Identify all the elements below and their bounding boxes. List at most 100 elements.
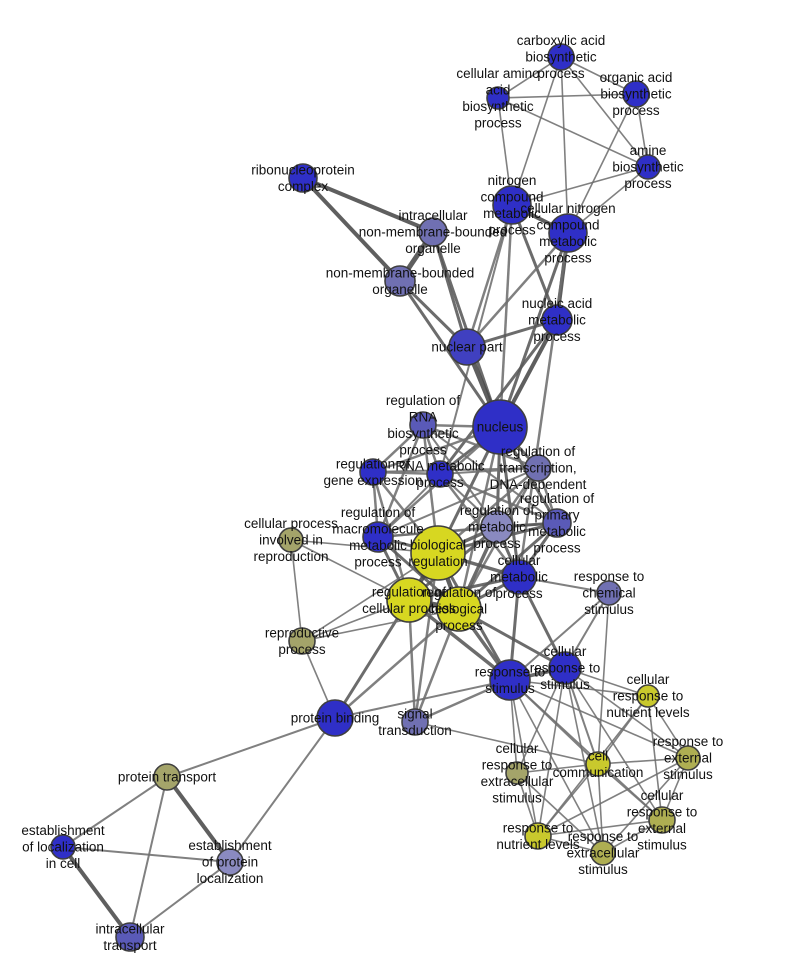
node-amine-biosynthetic-process[interactable] [635, 154, 661, 180]
node-intracellular-non-membrane-bounded-organelle[interactable] [418, 217, 448, 247]
node-protein-transport[interactable] [153, 763, 181, 791]
node-nuclear-part[interactable] [448, 328, 486, 366]
edge-cellular-response-to-stimulus--response-to-external-stimulus [564, 667, 689, 759]
edge-ribonucleoprotein-complex--intracellular-non-membrane-bounded-organelle [302, 176, 434, 234]
edge-protein-binding--response-to-stimulus [334, 679, 511, 719]
node-carboxylic-acid-biosynthetic-process[interactable] [547, 43, 575, 71]
edge-layer [61, 56, 689, 939]
edge-protein-binding--protein-transport [166, 717, 336, 778]
label-intracellular-non-membrane-bounded-organelle: intracellular non-membrane-bounded organel… [359, 208, 508, 256]
node-regulation-of-metabolic-process[interactable] [480, 510, 514, 544]
node-cellular-nitrogen-compound-metabolic-process[interactable] [548, 213, 588, 253]
edge-response-to-stimulus--response-to-external-stimulus [509, 679, 689, 759]
node-response-to-extracellular-stimulus[interactable] [590, 840, 616, 866]
node-nucleic-acid-metabolic-process[interactable] [541, 304, 573, 336]
edge-cell-communication--response-to-nutrient-levels [537, 763, 599, 837]
label-establishment-of-localization-in-cell: establishment of localization in cell [21, 823, 105, 871]
edge-response-to-external-stimulus--cell-communication [597, 757, 689, 765]
label-nitrogen-compound-metabolic-process: nitrogen compound metabolic process [480, 173, 543, 238]
edge-regulation-of-biological-process--protein-binding [334, 608, 460, 719]
edge-cell-communication--cellular-response-to-extracellular-stimulus [516, 763, 599, 774]
node-regulation-of-cellular-process[interactable] [386, 577, 432, 623]
node-establishment-of-protein-localization[interactable] [216, 848, 244, 876]
edge-response-to-stimulus--cellular-response-to-external-stimulus [509, 679, 663, 821]
label-cell-communication: cell communication [553, 748, 644, 780]
edge-regulation-of-transcription-dna-dependent--regulation-of-macromolecule-metabolic-process [377, 467, 539, 538]
node-ribonucleoprotein-complex[interactable] [288, 163, 318, 193]
label-regulation-of-primary-metabolic-process: regulation of primary metabolic process [520, 491, 595, 556]
node-biological-regulation[interactable] [410, 525, 466, 581]
label-response-to-extracellular-stimulus: response to extracellular stimulus [567, 829, 640, 877]
label-organic-acid-biosynthetic-process: organic acid biosynthetic process [600, 70, 673, 118]
node-cellular-response-to-nutrient-levels[interactable] [636, 684, 660, 708]
edge-response-to-chemical-stimulus--response-to-stimulus [509, 592, 610, 681]
label-ribonucleoprotein-complex: ribonucleoprotein complex [251, 162, 355, 194]
node-cellular-metabolic-process[interactable] [501, 559, 537, 595]
edge-rna-metabolic-process--regulation-of-primary-metabolic-process [439, 472, 558, 525]
label-regulation-of-rna-biosynthetic-process: regulation of RNA biosynthetic process [386, 393, 461, 458]
label-carboxylic-acid-biosynthetic-process: carboxylic acid biosynthetic process [517, 33, 606, 81]
edge-protein-transport--intracellular-transport [129, 776, 168, 938]
label-cellular-amino-acid-biosynthetic-process: cellular amino acid biosynthetic process [456, 66, 539, 131]
node-establishment-of-localization-in-cell[interactable] [50, 834, 76, 860]
node-nucleus[interactable] [472, 399, 528, 455]
node-protein-binding[interactable] [316, 699, 354, 737]
edge-regulation-of-cellular-process--protein-binding [333, 599, 411, 719]
edge-rna-metabolic-process--cellular-metabolic-process [439, 473, 520, 578]
label-nuclear-part: nuclear part [431, 340, 503, 355]
edge-protein-transport--establishment-of-protein-localization [165, 775, 232, 864]
label-rna-metabolic-process: RNA metabolic process [395, 458, 485, 490]
node-cellular-response-to-external-stimulus[interactable] [648, 806, 676, 834]
node-layer [50, 43, 701, 952]
node-rna-metabolic-process[interactable] [426, 460, 454, 488]
label-regulation-of-gene-expression: regulation of gene expression [323, 456, 422, 488]
node-regulation-of-primary-metabolic-process[interactable] [542, 508, 572, 538]
label-non-membrane-bounded-organelle: non-membrane-bounded organelle [326, 265, 475, 297]
edge-cellular-amino-acid-biosynthetic-process--amine-biosynthetic-process [497, 97, 649, 168]
node-reproductive-process[interactable] [288, 627, 316, 655]
label-regulation-of-macromolecule-metabolic-process: regulation of macromolecule metabolic proce… [332, 505, 424, 570]
label-cellular-response-to-stimulus: cellular response to stimulus [530, 644, 601, 692]
node-organic-acid-biosynthetic-process[interactable] [622, 80, 650, 108]
node-signal-transduction[interactable] [401, 708, 429, 736]
label-response-to-chemical-stimulus: response to chemical stimulus [574, 569, 645, 617]
node-response-to-external-stimulus[interactable] [675, 745, 701, 771]
node-intracellular-transport[interactable] [115, 922, 145, 952]
edge-regulation-of-transcription-dna-dependent--rna-metabolic-process [439, 467, 539, 475]
node-nitrogen-compound-metabolic-process[interactable] [492, 185, 532, 225]
node-regulation-of-rna-biosynthetic-process[interactable] [409, 411, 437, 439]
label-regulation-of-metabolic-process: regulation of metabolic process [460, 503, 535, 551]
node-response-to-nutrient-levels[interactable] [524, 822, 552, 850]
edge-cellular-response-to-stimulus--cell-communication [564, 667, 599, 765]
edge-establishment-of-localization-in-cell--intracellular-transport [61, 845, 132, 939]
edge-cellular-process-involved-in-reproduction--reproductive-process [290, 539, 303, 642]
edge-establishment-of-localization-in-cell--establishment-of-protein-localization [62, 846, 231, 863]
edge-cell-communication--response-to-extracellular-stimulus [597, 763, 604, 854]
edge-protein-transport--establishment-of-localization-in-cell [62, 776, 168, 848]
node-regulation-of-biological-process[interactable] [436, 586, 482, 632]
edge-regulation-of-transcription-dna-dependent--regulation-of-gene-expression [372, 467, 539, 473]
node-regulation-of-macromolecule-metabolic-process[interactable] [362, 521, 394, 553]
node-cellular-process-involved-in-reproduction[interactable] [278, 527, 304, 553]
label-cellular-nitrogen-compound-metabolic-process: cellular nitrogen compound metabolic proces… [520, 201, 615, 265]
edge-regulation-of-rna-biosynthetic-process--regulation-of-primary-metabolic-process [422, 424, 558, 524]
node-cellular-response-to-stimulus[interactable] [548, 651, 582, 685]
node-cellular-amino-acid-biosynthetic-process[interactable] [486, 86, 510, 110]
node-non-membrane-bounded-organelle[interactable] [384, 265, 416, 297]
label-signal-transduction: signal transduction [378, 706, 452, 738]
node-response-to-stimulus[interactable] [489, 659, 531, 701]
edge-nuclear-part--cellular-nitrogen-compound-metabolic-process [466, 232, 569, 348]
edge-cellular-nitrogen-compound-metabolic-process--nucleus [498, 232, 570, 428]
edge-response-to-stimulus--response-to-extracellular-stimulus [509, 679, 604, 854]
node-cell-communication[interactable] [585, 751, 611, 777]
label-protein-binding: protein binding [291, 711, 380, 726]
node-response-to-chemical-stimulus[interactable] [596, 580, 622, 606]
node-regulation-of-gene-expression[interactable] [359, 458, 387, 486]
edge-cell-communication--cellular-response-to-external-stimulus [597, 763, 663, 821]
label-amine-biosynthetic-process: amine biosynthetic process [612, 143, 684, 191]
edge-organic-acid-biosynthetic-process--cellular-nitrogen-compound-metabolic-process [567, 93, 637, 234]
node-cellular-response-to-extracellular-stimulus[interactable] [505, 761, 529, 785]
node-regulation-of-transcription-dna-dependent[interactable] [524, 454, 552, 482]
label-cellular-metabolic-process: cellular metabolic process [490, 553, 548, 601]
